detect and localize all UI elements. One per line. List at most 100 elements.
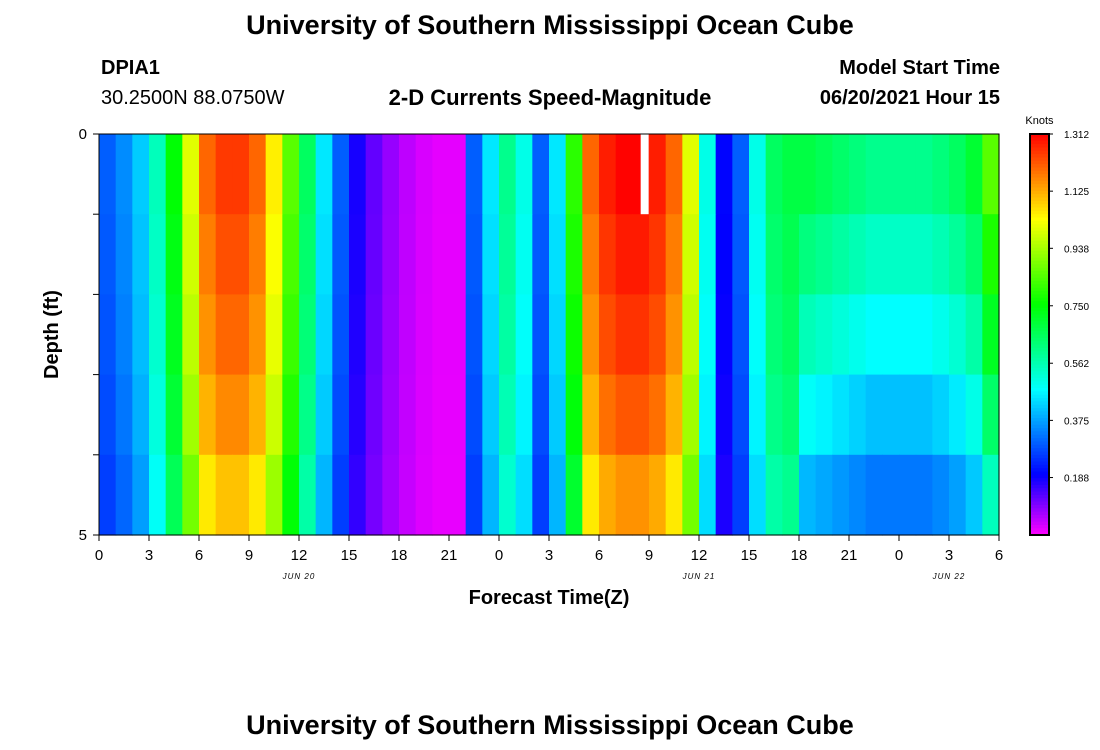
heatmap-cell — [382, 374, 400, 456]
colorbar-swatch — [1030, 180, 1049, 185]
colorbar-unit: Knots — [1025, 115, 1054, 127]
heatmap-cell — [632, 454, 650, 536]
y-tick-label: 5 — [79, 527, 87, 544]
date-label: JUN 20 — [282, 572, 316, 581]
heatmap-cell — [849, 374, 867, 456]
colorbar-swatch — [1030, 234, 1049, 239]
x-tick-label: 12 — [291, 547, 308, 564]
heatmap-cell — [865, 134, 883, 215]
colorbar-swatch — [1030, 144, 1049, 148]
colorbar-swatch — [1030, 454, 1049, 459]
heatmap-cell — [315, 294, 333, 376]
heatmap-cell — [332, 374, 350, 456]
colorbar-swatch — [1030, 140, 1049, 145]
heatmap-cell — [649, 134, 667, 215]
heatmap-cell — [465, 134, 483, 215]
heatmap-cell — [215, 374, 233, 456]
colorbar-swatch — [1030, 267, 1049, 272]
colorbar-swatch — [1030, 524, 1049, 529]
colorbar-swatch — [1030, 504, 1049, 509]
heatmap-cell — [415, 134, 433, 215]
heatmap-cell — [965, 134, 983, 215]
heatmap-cell — [632, 374, 650, 456]
heatmap-cell — [682, 454, 700, 536]
heatmap-cell — [749, 214, 767, 295]
heatmap-cell — [315, 134, 333, 215]
colorbar-swatch — [1030, 157, 1049, 162]
heatmap-cell — [715, 454, 733, 536]
x-tick-label: 18 — [391, 547, 408, 564]
heatmap-cell — [732, 374, 750, 456]
colorbar-swatch — [1030, 200, 1049, 205]
colorbar-swatch — [1030, 464, 1049, 469]
colorbar-swatch — [1030, 154, 1049, 158]
missing-data-cell — [640, 134, 649, 215]
colorbar-swatch — [1030, 357, 1049, 362]
heatmap-cell — [399, 454, 417, 536]
heatmap-cell — [699, 294, 717, 376]
heatmap-cell — [965, 374, 983, 456]
heatmap-cell — [549, 134, 567, 215]
colorbar-swatch — [1030, 494, 1049, 499]
colorbar-swatch — [1030, 281, 1049, 285]
heatmap-cell — [632, 214, 650, 295]
heatmap-cell — [799, 374, 817, 456]
heatmap-cell — [449, 374, 467, 456]
heatmap-cell — [549, 374, 567, 456]
x-tick-label: 9 — [645, 547, 653, 564]
heatmap-cell — [615, 214, 633, 295]
heatmap-cell — [815, 374, 833, 456]
heatmap-cell — [915, 214, 933, 295]
x-tick-label: 3 — [145, 547, 153, 564]
heatmap-cell — [932, 134, 950, 215]
heatmap-cell — [849, 134, 867, 215]
heatmap-cell — [949, 134, 967, 215]
heatmap-cell — [282, 374, 300, 456]
heatmap-cell — [432, 134, 450, 215]
colorbar-swatch — [1030, 414, 1049, 419]
heatmap-cell — [515, 134, 533, 215]
colorbar-swatch — [1030, 371, 1049, 376]
colorbar-swatch — [1030, 274, 1049, 279]
heatmap-cell — [815, 454, 833, 536]
heatmap-cell — [532, 294, 550, 376]
colorbar-swatch — [1030, 508, 1049, 513]
heatmap-cell — [299, 294, 317, 376]
colorbar-swatch — [1030, 287, 1049, 292]
heatmap-cell — [215, 214, 233, 295]
colorbar-swatch — [1030, 514, 1049, 519]
heatmap-cell — [99, 134, 117, 215]
heatmap-cell — [882, 134, 900, 215]
colorbar-swatch — [1030, 408, 1049, 412]
colorbar-swatch — [1030, 311, 1049, 316]
heatmap-cell — [949, 294, 967, 376]
x-tick-label: 6 — [595, 547, 603, 564]
heatmap-cell — [932, 214, 950, 295]
heatmap-cell — [765, 454, 783, 536]
heatmap-cell — [232, 214, 250, 295]
colorbar-swatch — [1030, 301, 1049, 306]
heatmap-cell — [282, 214, 300, 295]
colorbar-swatch — [1030, 224, 1049, 229]
model-start-label: Model Start Time — [839, 57, 1000, 79]
heatmap-cell — [599, 134, 617, 215]
heatmap-cell — [232, 374, 250, 456]
heatmap-cell — [265, 454, 283, 536]
heatmap-cell — [865, 294, 883, 376]
heatmap-cell — [865, 374, 883, 456]
y-axis-label: Depth (ft) — [41, 290, 63, 379]
colorbar-swatch — [1030, 347, 1049, 352]
x-tick-label: 6 — [195, 547, 203, 564]
colorbar-swatch — [1030, 411, 1049, 416]
colorbar-swatch — [1030, 448, 1049, 453]
heatmap-cell — [932, 374, 950, 456]
x-tick-label: 3 — [545, 547, 553, 564]
heatmap-cell — [199, 134, 217, 215]
colorbar-swatch — [1030, 491, 1049, 496]
heatmap-cell — [382, 294, 400, 376]
heatmap-cell — [399, 214, 417, 295]
heatmap-cell — [732, 134, 750, 215]
heatmap-cell — [549, 214, 567, 295]
heatmap-cell — [765, 374, 783, 456]
